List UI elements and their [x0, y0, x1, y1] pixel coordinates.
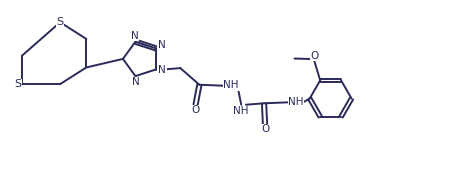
Text: O: O [260, 124, 268, 134]
Text: O: O [310, 51, 318, 61]
Text: N: N [130, 31, 138, 41]
Text: N: N [158, 41, 166, 50]
Text: N: N [158, 65, 166, 75]
Text: NH: NH [288, 97, 303, 107]
Text: S: S [57, 17, 64, 27]
Text: O: O [191, 105, 199, 115]
Text: S: S [15, 79, 22, 89]
Text: NH: NH [223, 80, 238, 90]
Text: N: N [132, 77, 139, 87]
Text: NH: NH [232, 106, 248, 116]
